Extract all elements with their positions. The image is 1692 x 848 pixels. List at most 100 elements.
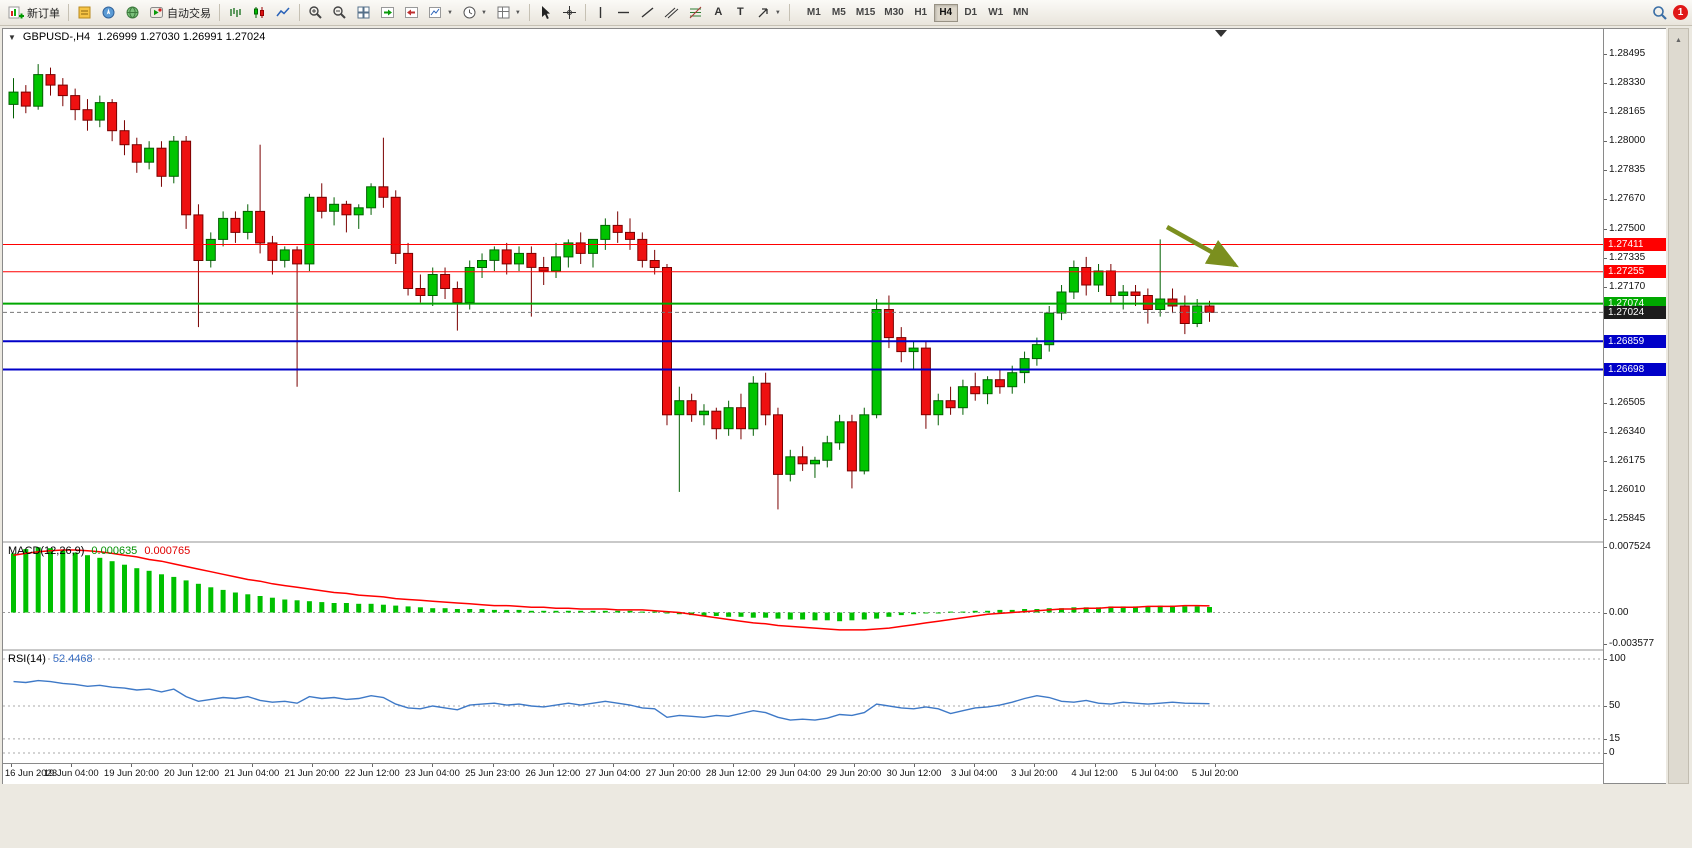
- auto-scroll-button[interactable]: [376, 2, 399, 23]
- time-axis-tick: [974, 764, 976, 767]
- notification-badge[interactable]: 1: [1673, 5, 1688, 20]
- templates-button[interactable]: ▼: [492, 2, 525, 23]
- market-watch-button[interactable]: [73, 2, 96, 23]
- candlestick-chart-button[interactable]: [248, 2, 271, 23]
- main-chart-panel[interactable]: ▼ GBPUSD-,H4 1.26999 1.27030 1.26991 1.2…: [3, 29, 1603, 541]
- symbol-dropdown-icon[interactable]: ▼: [8, 32, 16, 42]
- time-axis-label: 30 Jun 12:00: [886, 768, 942, 779]
- time-axis-label: 5 Jul 20:00: [1191, 768, 1239, 779]
- macd-chart: [3, 547, 1603, 631]
- chevron-down-icon: ▼: [514, 9, 521, 16]
- timeframe-button-mn[interactable]: MN: [1009, 4, 1033, 22]
- time-axis-tick: [1094, 764, 1096, 767]
- macd-axis-tick: [1604, 612, 1607, 614]
- price-axis-tick: [1604, 141, 1607, 143]
- timeframe-button-m15[interactable]: M15: [852, 4, 879, 22]
- bar-chart-button[interactable]: [224, 2, 247, 23]
- price-axis-tick: [1604, 432, 1607, 434]
- rsi-panel[interactable]: RSI(14) 52.4468: [3, 651, 1603, 763]
- time-axis-label: 27 Jun 04:00: [585, 768, 641, 779]
- price-axis-tick: [1604, 83, 1607, 85]
- timeframe-toolbar: M1 M5 M15 M30 H1 H4 D1 W1 MN: [802, 3, 1033, 22]
- macd-axis-label: 0.007524: [1609, 541, 1651, 553]
- label-tool-button[interactable]: T: [730, 2, 751, 23]
- cursor-button[interactable]: [534, 2, 557, 23]
- search-button[interactable]: [1648, 2, 1672, 23]
- time-axis-label: 21 Jun 20:00: [284, 768, 340, 779]
- trendline-tool-button[interactable]: [636, 2, 659, 23]
- time-axis-tick: [552, 764, 554, 767]
- periods-button[interactable]: ▼: [458, 2, 491, 23]
- price-axis-label: 1.26010: [1609, 484, 1646, 496]
- panel-splitter[interactable]: [3, 541, 1665, 543]
- time-axis-label: 20 Jun 12:00: [164, 768, 220, 779]
- community-button[interactable]: [121, 2, 144, 23]
- timeframe-button-m30[interactable]: M30: [880, 4, 907, 22]
- macd-panel[interactable]: MACD(12,26,9) 0.000635 0.000765: [3, 543, 1603, 649]
- crosshair-icon: [562, 6, 576, 19]
- autotrading-label: 自动交易: [167, 7, 211, 20]
- new-chart-button[interactable]: ▼: [424, 2, 457, 23]
- time-axis-tick: [71, 764, 73, 767]
- zoom-out-button[interactable]: [328, 2, 351, 23]
- price-axis-label: 1.27335: [1609, 251, 1646, 263]
- timeframe-button-m5[interactable]: M5: [827, 4, 851, 22]
- time-axis-tick: [613, 764, 614, 767]
- zoom-in-button[interactable]: [304, 2, 327, 23]
- scroll-up-icon[interactable]: ▲: [1675, 37, 1682, 44]
- line-chart-button[interactable]: [272, 2, 295, 23]
- rsi-axis-label: 15: [1609, 732, 1621, 744]
- candlestick-chart[interactable]: [3, 29, 1603, 541]
- toolbar-separator: [788, 4, 790, 21]
- text-tool-button[interactable]: A: [708, 2, 729, 23]
- vertical-scrollbar[interactable]: ▲: [1668, 28, 1689, 784]
- horizontal-line-tool-button[interactable]: [612, 2, 635, 23]
- macd-axis-label: -0.003577: [1609, 637, 1655, 649]
- time-axis-tick: [1215, 764, 1216, 767]
- auto-scroll-icon: [381, 7, 394, 18]
- new-order-button[interactable]: 新订单: [4, 2, 64, 23]
- rsi-chart: [3, 658, 1603, 754]
- chart-shift-button[interactable]: [400, 2, 423, 23]
- tile-windows-icon: [357, 6, 370, 19]
- crosshair-button[interactable]: [558, 2, 581, 23]
- navigator-icon: [102, 6, 115, 19]
- navigator-button[interactable]: [97, 2, 120, 23]
- timeframe-button-m1[interactable]: M1: [802, 4, 826, 22]
- channel-tool-button[interactable]: [660, 2, 683, 23]
- time-axis-tick: [793, 764, 795, 767]
- tile-windows-button[interactable]: [352, 2, 375, 23]
- toolbar: 新订单 自动交易: [0, 0, 1692, 26]
- vertical-line-icon: [599, 7, 602, 18]
- price-axis-label: 1.26505: [1609, 397, 1646, 409]
- market-watch-icon: [78, 6, 91, 19]
- price-axis-tick: [1604, 199, 1607, 201]
- price-axis-tick: [1604, 112, 1607, 114]
- timeframe-button-h1[interactable]: H1: [909, 4, 933, 22]
- price-axis-label: 1.28330: [1609, 77, 1646, 89]
- fibonacci-tool-button[interactable]: [684, 2, 707, 23]
- timeframe-button-d1[interactable]: D1: [959, 4, 983, 22]
- time-axis-label: 19 Jun 04:00: [43, 768, 99, 779]
- price-axis-tick: [1604, 257, 1607, 259]
- price-axis-label: 1.27170: [1609, 280, 1646, 292]
- price-level-badge: 1.27255: [1604, 265, 1666, 279]
- time-axis-label: 16 Jun 2023: [4, 768, 58, 779]
- rsi-axis-tick: [1604, 753, 1607, 754]
- time-axis[interactable]: 16 Jun 2023 19 Jun 04:00 19 Jun 20:00 20 Ju…: [3, 763, 1603, 784]
- price-axis-tick: [1604, 461, 1607, 463]
- rsi-axis-label: 100: [1609, 653, 1626, 664]
- macd-axis-tick: [1604, 547, 1607, 549]
- price-axis[interactable]: 1.28495 1.28330 1.28165 1.28000 1.27835 1.276…: [1603, 29, 1666, 783]
- chevron-down-icon: ▼: [774, 9, 781, 16]
- price-axis-tick: [1604, 403, 1607, 405]
- timeframe-button-h4[interactable]: H4: [933, 3, 958, 22]
- price-axis-label: 1.28165: [1609, 106, 1646, 118]
- vertical-line-tool-button[interactable]: [590, 2, 611, 23]
- autotrading-button[interactable]: 自动交易: [145, 2, 215, 23]
- panel-splitter[interactable]: [3, 649, 1665, 651]
- timeframe-button-w1[interactable]: W1: [984, 4, 1008, 22]
- time-axis-tick: [1034, 764, 1036, 767]
- toolbar-separator: [68, 4, 69, 21]
- arrows-tool-button[interactable]: ▼: [752, 2, 785, 23]
